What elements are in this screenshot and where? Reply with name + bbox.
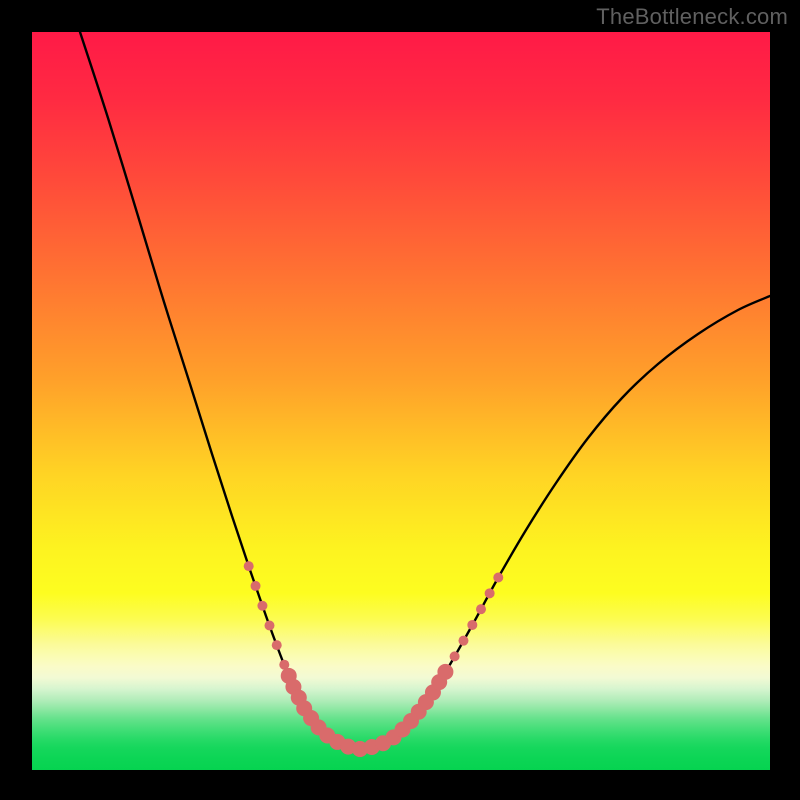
watermark-text: TheBottleneck.com [596, 4, 788, 30]
chart-svg [0, 0, 800, 800]
chart-container: TheBottleneck.com [0, 0, 800, 800]
